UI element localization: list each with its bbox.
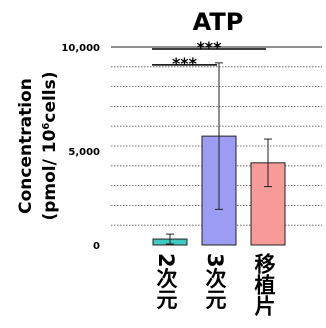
chart-title: ATP — [193, 8, 244, 36]
y-axis-label-line2-suffix: cells) — [40, 71, 60, 122]
x-tick-label-0: 2次元 — [154, 253, 178, 310]
y-axis-label-line2: (pmol/ 106cells) — [40, 71, 60, 220]
y-axis-label-line1: Concentration — [16, 78, 36, 214]
x-tick-label-1: 3次元 — [203, 253, 227, 310]
significance-markers: *** *** — [152, 38, 266, 73]
significance-label-2: *** — [196, 38, 222, 57]
y-axis-label-line2-sup: 6 — [41, 123, 52, 130]
y-tick-label-2: 10,000 — [61, 43, 100, 54]
y-tick-label-1: 5,000 — [68, 147, 100, 158]
y-axis-label-line2-prefix: (pmol/ 10 — [40, 129, 60, 220]
y-axis-label: Concentration (pmol/ 106cells) — [16, 71, 60, 220]
y-tick-label-0: 0 — [93, 241, 100, 252]
x-tick-label-2: 移植片 — [252, 252, 276, 317]
significance-label-1: *** — [172, 54, 198, 73]
error-bars — [166, 62, 272, 245]
y-tick-labels: 0 5,000 10,000 — [61, 43, 100, 252]
x-tick-labels: 2次元 3次元 移植片 — [154, 252, 276, 317]
